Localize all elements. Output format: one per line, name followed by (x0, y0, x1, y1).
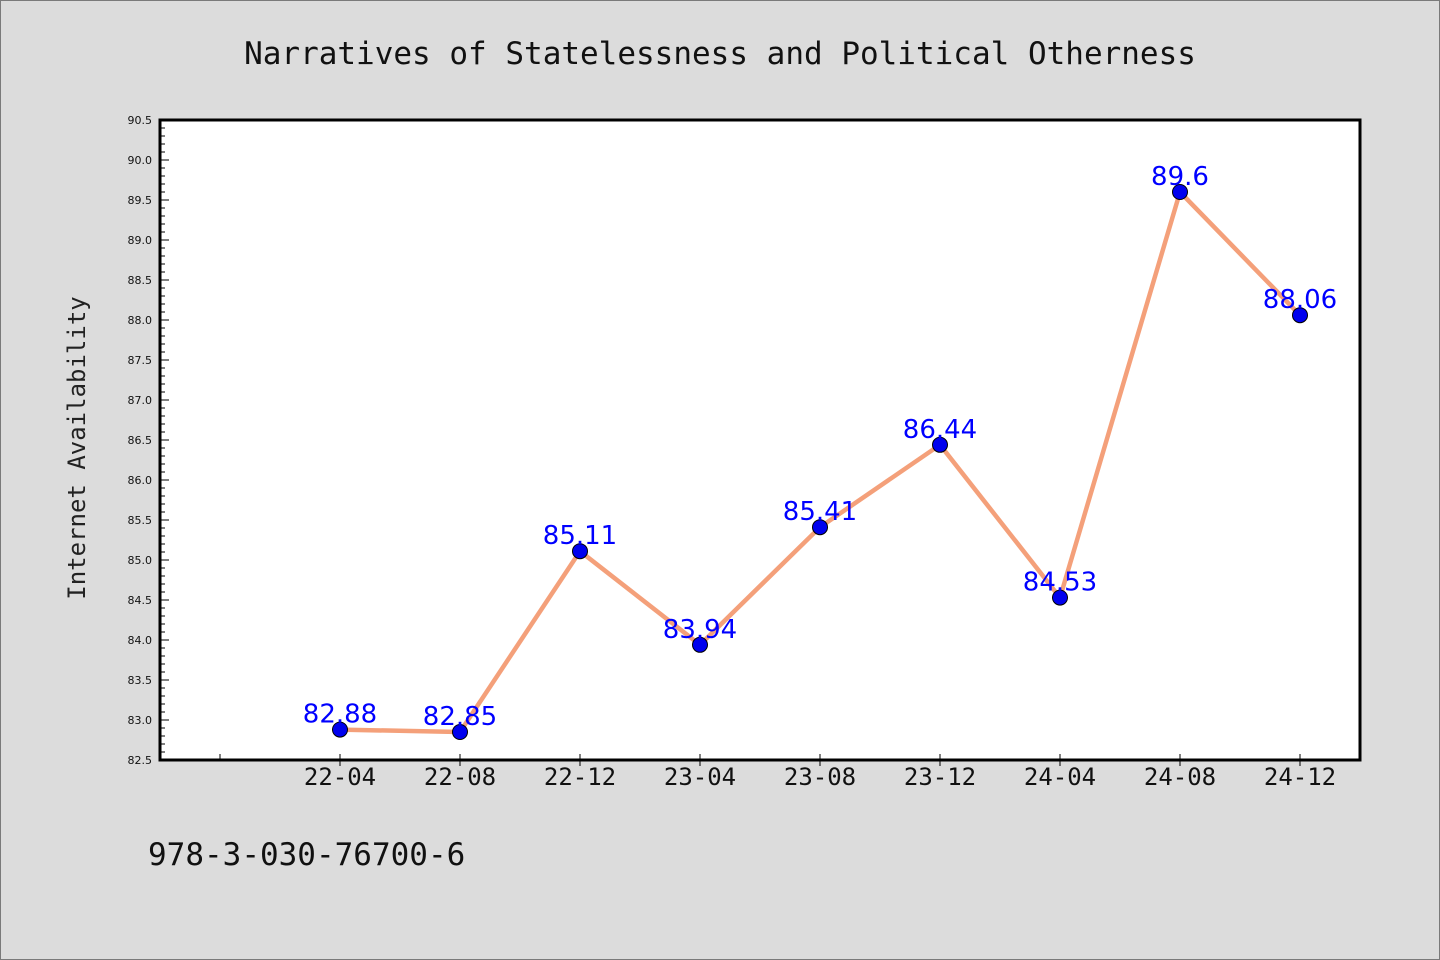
data-label: 83.94 (663, 615, 737, 645)
data-label: 84.53 (1023, 568, 1097, 598)
x-tick-label: 23-12 (904, 763, 976, 791)
data-label: 82.88 (303, 700, 377, 730)
x-axis: 22-04 22-08 22-12 23-04 23-08 23-12 24-04 24-08… (219, 754, 1336, 791)
y-tick-label: 87.0 (128, 394, 153, 407)
x-tick-label: 22-04 (304, 763, 376, 791)
data-point (1052, 589, 1068, 606)
data-point (1292, 307, 1308, 324)
data-label: 85.41 (783, 497, 857, 527)
y-tick-label: 84.0 (128, 634, 153, 647)
data-label: 85.11 (543, 521, 617, 551)
data-label: 88.06 (1263, 285, 1337, 315)
y-tick-label: 86.5 (128, 434, 153, 447)
chart-title: Narratives of Statelessness and Politica… (244, 36, 1196, 72)
y-tick-label: 89.0 (128, 234, 153, 247)
y-tick-label: 88.0 (128, 314, 153, 327)
y-axis: 82.5 83.0 83.5 84.0 84.5 85.0 85.5 86.0 86.5 87.0… (128, 114, 169, 767)
y-tick-label: 87.5 (128, 354, 153, 367)
y-tick-label: 82.5 (128, 754, 153, 767)
x-tick-label: 24-04 (1024, 763, 1096, 791)
y-axis-label: Internet Availability (63, 296, 91, 599)
x-tick-label: 24-12 (1264, 763, 1336, 791)
x-tick-label: 22-12 (544, 763, 616, 791)
data-point (692, 636, 708, 653)
data-point (812, 519, 828, 536)
y-tick-label: 83.0 (128, 714, 153, 727)
x-tick-label: 22-08 (424, 763, 496, 791)
y-tick-label: 89.5 (128, 194, 153, 207)
data-point (572, 543, 588, 560)
x-tick-label: 23-08 (784, 763, 856, 791)
series-layer: 82.88 82.85 85.11 83.94 85.41 86.44 84.53 89.6 8… (303, 162, 1337, 740)
y-tick-label: 88.5 (128, 274, 153, 287)
x-tick-label: 23-04 (664, 763, 736, 791)
y-tick-label: 84.5 (128, 594, 153, 607)
y-tick-label: 90.5 (128, 114, 153, 127)
data-point (932, 436, 948, 453)
data-label: 82.85 (423, 702, 497, 732)
data-point (1172, 184, 1188, 200)
data-point (452, 724, 468, 740)
y-tick-label: 90.0 (128, 154, 153, 167)
data-label: 86.44 (903, 415, 977, 445)
y-tick-label: 83.5 (128, 674, 153, 687)
data-label: 89.6 (1151, 162, 1209, 192)
x-tick-label: 24-08 (1144, 763, 1216, 791)
data-point (332, 721, 348, 738)
isbn-footer: 978-3-030-76700-6 (148, 837, 465, 873)
y-tick-label: 85.0 (128, 554, 153, 567)
y-tick-label: 86.0 (128, 474, 153, 487)
plot-area (158, 118, 1362, 762)
y-tick-label: 85.5 (128, 514, 153, 527)
